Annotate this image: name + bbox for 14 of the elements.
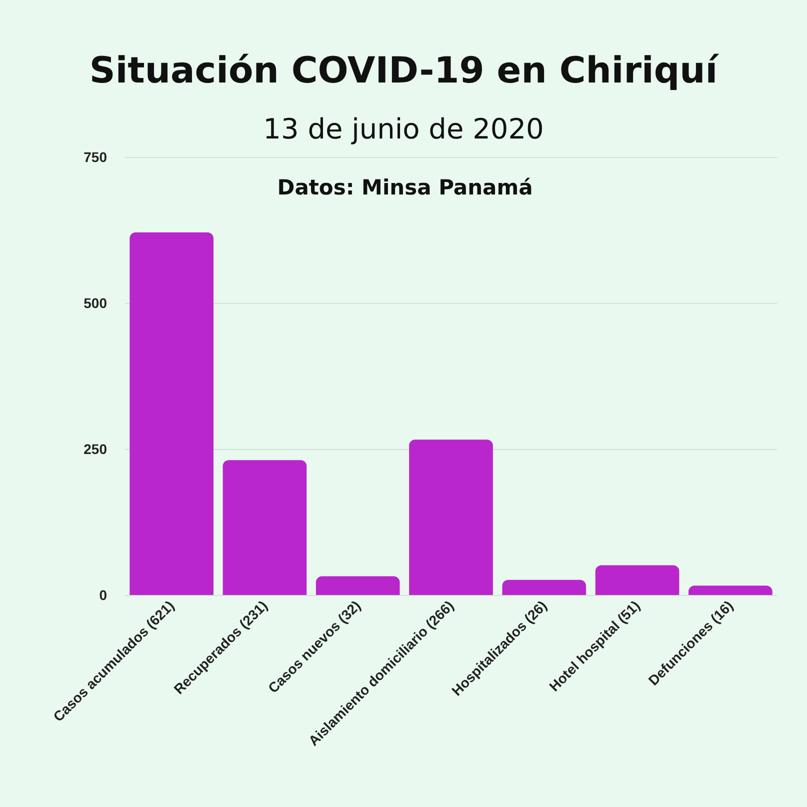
- bar: [502, 580, 586, 595]
- y-tick-label: 500: [84, 295, 108, 311]
- bar: [130, 232, 214, 595]
- bar: [222, 460, 307, 595]
- annotation: Datos: Minsa Panamá: [277, 176, 533, 200]
- y-tick-label: 250: [84, 441, 108, 457]
- chart-title: Situación COVID-19 en Chiriquí: [89, 50, 720, 92]
- bar: [688, 586, 772, 595]
- bar: [595, 565, 680, 595]
- bar: [316, 576, 400, 595]
- y-tick-label: 750: [84, 149, 108, 165]
- chart-subtitle: 13 de junio de 2020: [263, 112, 544, 146]
- bar: [409, 440, 493, 595]
- y-tick-label: 0: [99, 587, 108, 603]
